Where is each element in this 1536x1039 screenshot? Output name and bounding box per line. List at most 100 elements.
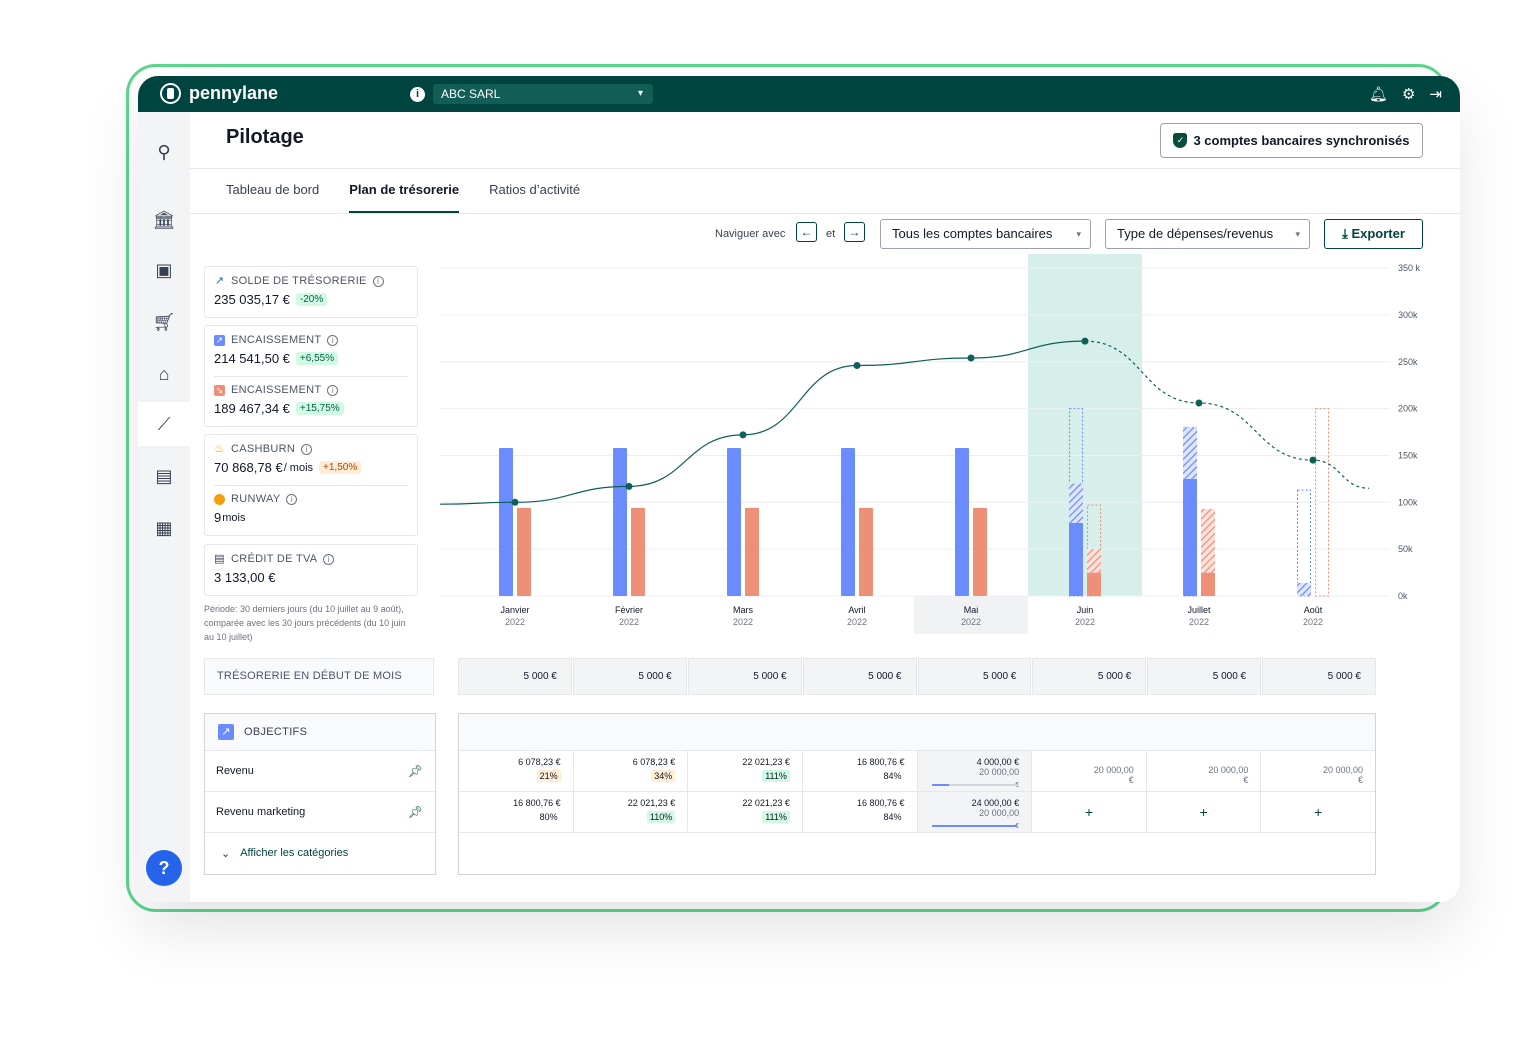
y-tick-label: 200k: [1398, 404, 1418, 414]
accounts-select[interactable]: Tous les comptes bancaires: [880, 219, 1091, 249]
logout-icon[interactable]: ⇥: [1429, 86, 1442, 103]
balance-point: [1309, 456, 1317, 464]
add-objective-icon[interactable]: +: [1199, 804, 1208, 820]
objectives-table: 6 078,23 € 21% 16 800,76 € 80% 6 078,23 € 34%…: [458, 713, 1376, 875]
objective-cell[interactable]: 22 021,23 € 111%: [688, 792, 802, 833]
treso-cell: 5 000 €: [687, 658, 802, 695]
bar-actual-red: [1087, 572, 1101, 596]
objective-target: 20 000,00: [1093, 765, 1134, 775]
tab-tableau-de-bord[interactable]: Tableau de bord: [226, 182, 320, 197]
objective-cell[interactable]: +: [1146, 792, 1261, 833]
search-icon[interactable]: ⚲: [157, 142, 171, 162]
bell-icon[interactable]: 🔔︎: [1368, 86, 1388, 103]
objective-cell[interactable]: +: [1032, 792, 1146, 833]
highlight-band: [1028, 254, 1142, 596]
info-icon[interactable]: i: [327, 334, 339, 346]
objective-cell[interactable]: 6 078,23 € 21%: [459, 751, 573, 792]
bar-actual-blue: [841, 447, 855, 596]
bar-actual-red: [1201, 572, 1215, 596]
and-label: et: [826, 228, 836, 240]
kpi-value: 189 467,34 €: [214, 401, 290, 416]
objective-cell[interactable]: 16 800,76 € 84%: [802, 792, 917, 833]
objective-row-revenu-marketing[interactable]: Revenu marketing 📌︎: [205, 792, 435, 833]
info-icon[interactable]: i: [327, 384, 339, 396]
bar-actual-blue: [1183, 478, 1197, 596]
objective-amount: 6 078,23 €: [632, 757, 676, 767]
info-icon[interactable]: i: [301, 443, 313, 455]
store-icon[interactable]: ⌂: [158, 364, 170, 384]
folder-user-icon[interactable]: ▤: [155, 466, 173, 486]
objective-cell[interactable]: 20 000,00 €: [1032, 751, 1146, 792]
objective-icon: ↗: [218, 724, 234, 740]
objective-cell[interactable]: 4 000,00 €20 000,00 €: [917, 751, 1032, 792]
objective-target: 20 000,00: [1208, 765, 1249, 775]
x-year-label: 2022: [1075, 617, 1095, 627]
objective-amount: 4 000,00 €: [976, 757, 1020, 767]
spreadsheet-icon[interactable]: ▦: [155, 518, 173, 538]
objective-cell[interactable]: +: [1261, 792, 1375, 833]
arrow-out-icon: ↘: [214, 384, 225, 396]
kpi-runway: RUNWAY i 9 mois: [205, 485, 417, 535]
brand-logo[interactable]: pennylane: [160, 83, 278, 104]
kpi-value: 235 035,17 €: [214, 292, 290, 307]
add-objective-icon[interactable]: +: [1084, 804, 1094, 820]
objective-cell[interactable]: 20 000,00 €: [1146, 751, 1261, 792]
kpi-unit: mois: [222, 511, 246, 524]
page-title: Pilotage: [226, 126, 304, 148]
objective-target: 20 000,00: [1322, 765, 1363, 775]
objective-cell[interactable]: 24 000,00 €20 000,00 €: [917, 792, 1032, 833]
info-icon[interactable]: i: [286, 493, 298, 505]
objective-cell[interactable]: 16 800,76 € 80%: [459, 792, 573, 833]
type-select[interactable]: Type de dépenses/revenus: [1105, 219, 1310, 249]
brand-name: pennylane: [189, 83, 279, 103]
info-icon[interactable]: i: [410, 86, 425, 102]
bank-sync-button[interactable]: ✓ 3 comptes bancaires synchronisés: [1160, 123, 1423, 158]
objective-target: 20 000,00: [979, 767, 1020, 777]
objective-progress-bar: [931, 825, 1018, 827]
tab-plan-de-tresorerie[interactable]: Plan de trésorerie: [349, 178, 460, 213]
info-icon[interactable]: i: [372, 275, 384, 287]
prev-period-button[interactable]: ←: [796, 222, 817, 242]
show-categories-label: Afficher les catégories: [240, 847, 349, 859]
cart-icon[interactable]: 🛒︎: [152, 312, 176, 332]
objective-cell[interactable]: 16 800,76 € 84%: [802, 751, 917, 792]
x-tick-label: Juillet: [1187, 605, 1211, 615]
objective-cell[interactable]: 6 078,23 € 34%: [573, 751, 688, 792]
objective-amount: 6 078,23 €: [518, 757, 561, 767]
export-button[interactable]: ⤓ Exporter: [1324, 219, 1423, 249]
kpi-badge: -20%: [295, 293, 328, 306]
topbar: pennylane i ABC SARL 🔔︎ ⚙ ⇥: [138, 76, 1460, 112]
bank-icon[interactable]: 🏛︎: [152, 210, 176, 230]
help-button[interactable]: ?: [146, 850, 182, 886]
treso-label: TRÉSORERIE EN DÉBUT DE MOIS: [204, 658, 434, 695]
pin-icon[interactable]: 📌︎: [407, 764, 423, 778]
y-tick-label: 0k: [1398, 591, 1408, 601]
wallet-icon[interactable]: ▣: [155, 260, 173, 280]
gear-icon[interactable]: ⚙: [1401, 86, 1416, 103]
objective-cell[interactable]: 22 021,23 € 111%: [688, 751, 802, 792]
toolbar: Naviguer avec ← et → Tous les comptes ba…: [190, 219, 1460, 249]
objective-cell[interactable]: 22 021,23 € 110%: [573, 792, 688, 833]
export-label: Exporter: [1351, 226, 1405, 241]
objective-column: 22 021,23 € 111% 22 021,23 € 111%: [688, 751, 803, 833]
kpi-value: 3 133,00 €: [214, 570, 276, 585]
kpi-badge: +6,55%: [295, 352, 339, 365]
add-objective-icon[interactable]: +: [1314, 804, 1323, 820]
show-categories-link[interactable]: ⌄ Afficher les catégories: [205, 833, 435, 873]
x-year-label: 2022: [619, 617, 639, 627]
objective-row-revenu[interactable]: Revenu 📌︎: [205, 751, 435, 792]
objective-column: 20 000,00 € +: [1032, 751, 1147, 833]
next-period-button[interactable]: →: [844, 222, 865, 242]
objective-cell[interactable]: 20 000,00 €: [1261, 751, 1375, 792]
chart-line-icon[interactable]: ⟋: [138, 402, 190, 446]
objective-amount: 22 021,23 €: [627, 798, 676, 808]
tab-ratios-activite[interactable]: Ratios d’activité: [489, 182, 581, 197]
objective-percent: 111%: [762, 770, 790, 782]
x-year-label: 2022: [847, 617, 867, 627]
period-note: Période: 30 derniers jours (du 10 juille…: [204, 604, 406, 642]
x-tick-label: Mai: [964, 605, 979, 615]
bar-forecast-red: [1201, 508, 1215, 573]
company-select[interactable]: ABC SARL: [433, 84, 653, 104]
pin-icon[interactable]: 📌︎: [407, 805, 423, 819]
info-icon[interactable]: i: [323, 553, 335, 565]
